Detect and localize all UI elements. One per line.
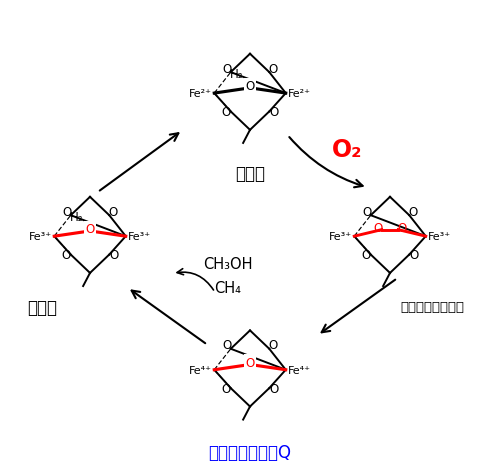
- Text: O: O: [362, 206, 372, 218]
- Text: CH₃OH: CH₃OH: [203, 257, 252, 272]
- Text: O₂: O₂: [332, 138, 363, 162]
- Text: Fe⁴⁺: Fe⁴⁺: [288, 365, 311, 375]
- Text: Fe³⁺: Fe³⁺: [128, 232, 152, 242]
- Text: Fe⁴⁺: Fe⁴⁺: [189, 365, 212, 375]
- Text: O: O: [270, 106, 279, 119]
- Text: H₂: H₂: [70, 210, 83, 224]
- Text: Fe³⁺: Fe³⁺: [28, 232, 52, 242]
- Text: O: O: [268, 63, 278, 76]
- Text: O: O: [61, 248, 70, 261]
- Text: Fe³⁺: Fe³⁺: [328, 232, 352, 242]
- Text: O: O: [222, 339, 232, 352]
- Text: O: O: [373, 221, 382, 234]
- Text: 高原子価中間体Q: 高原子価中間体Q: [208, 443, 292, 461]
- Text: O: O: [408, 206, 418, 218]
- Text: O: O: [221, 106, 230, 119]
- Text: O: O: [110, 248, 119, 261]
- Text: O: O: [246, 356, 254, 369]
- Text: O: O: [398, 221, 407, 234]
- Text: Fe²⁺: Fe²⁺: [288, 89, 311, 99]
- Text: O: O: [268, 339, 278, 352]
- Text: O: O: [86, 223, 94, 236]
- Text: O: O: [221, 382, 230, 395]
- Text: O: O: [222, 63, 232, 76]
- Text: 還元型: 還元型: [235, 165, 265, 183]
- Text: O: O: [361, 248, 370, 261]
- Text: O: O: [270, 382, 279, 395]
- Text: Fe³⁺: Fe³⁺: [428, 232, 452, 242]
- Text: Fe²⁺: Fe²⁺: [189, 89, 212, 99]
- Text: O: O: [62, 206, 72, 218]
- Text: O: O: [410, 248, 419, 261]
- Text: CH₄: CH₄: [214, 280, 241, 296]
- Text: O: O: [246, 80, 254, 93]
- Text: H₂: H₂: [230, 68, 243, 81]
- Text: ペルオキシ中間体: ペルオキシ中間体: [400, 300, 464, 314]
- Text: O: O: [108, 206, 118, 218]
- Text: 酸化型: 酸化型: [28, 298, 58, 316]
